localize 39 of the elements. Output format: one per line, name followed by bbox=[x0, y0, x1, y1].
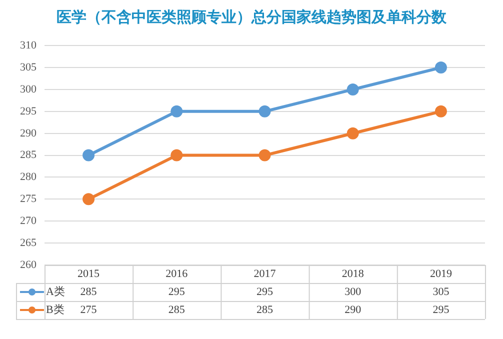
data-label: 295 bbox=[256, 286, 274, 298]
point bbox=[434, 62, 447, 74]
data-label: 275 bbox=[80, 304, 98, 316]
y-tick-label: 280 bbox=[20, 171, 37, 184]
data-label: 300 bbox=[344, 286, 362, 298]
point bbox=[170, 105, 183, 118]
data-label: 285 bbox=[80, 286, 98, 298]
y-tick-label: 310 bbox=[20, 39, 37, 52]
point bbox=[82, 193, 95, 206]
x-tick-label: 2016 bbox=[166, 268, 188, 280]
point bbox=[170, 149, 183, 162]
data-label: 305 bbox=[432, 286, 450, 298]
y-tick-label: 295 bbox=[20, 105, 37, 118]
y-tick-label: 285 bbox=[20, 149, 37, 162]
data-label: 290 bbox=[344, 304, 362, 316]
legend-label: A类 bbox=[46, 284, 65, 298]
point bbox=[346, 83, 359, 96]
point bbox=[82, 149, 95, 162]
data-label: 295 bbox=[168, 286, 186, 298]
y-tick-label: 260 bbox=[20, 258, 37, 271]
point bbox=[258, 105, 271, 118]
legend-label: B类 bbox=[46, 302, 64, 316]
x-tick-label: 2015 bbox=[78, 268, 100, 280]
y-tick-label: 275 bbox=[20, 193, 37, 206]
point bbox=[346, 127, 359, 140]
y-tick-label: 290 bbox=[20, 127, 37, 140]
point bbox=[434, 105, 447, 118]
x-tick-label: 2018 bbox=[342, 268, 364, 280]
y-tick-label: 305 bbox=[20, 61, 37, 74]
y-tick-label: 300 bbox=[20, 83, 37, 96]
data-label: 295 bbox=[432, 304, 450, 316]
data-label: 285 bbox=[168, 304, 186, 316]
y-tick-label: 270 bbox=[20, 215, 37, 228]
x-tick-label: 2017 bbox=[254, 268, 276, 280]
x-tick-label: 2019 bbox=[430, 268, 452, 280]
point bbox=[258, 149, 271, 162]
chart-title: 医学（不含中医类照顾专业）总分国家线趋势图及单科分数 bbox=[56, 8, 448, 27]
y-tick-label: 265 bbox=[20, 236, 37, 249]
data-label: 285 bbox=[256, 304, 274, 316]
